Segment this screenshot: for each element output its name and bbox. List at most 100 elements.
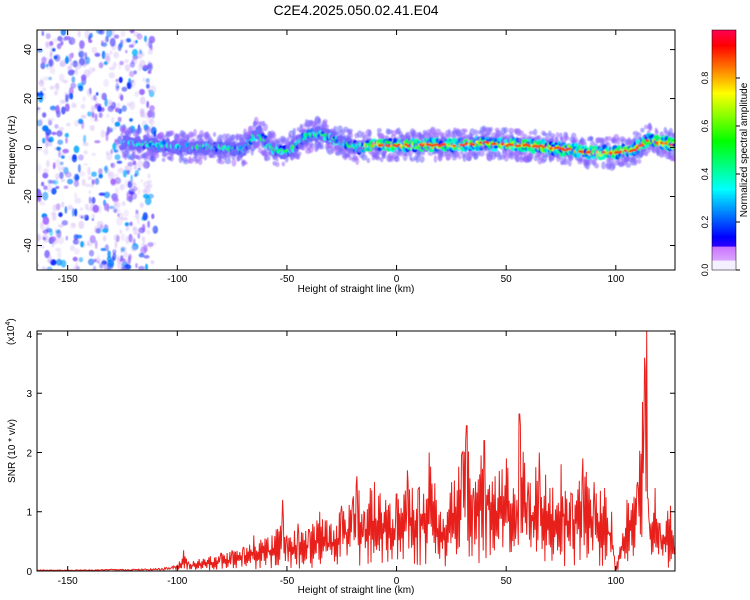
- heatmap-noise-cell: [70, 266, 78, 270]
- heatmap-noise-cell: [129, 118, 133, 122]
- heatmap-peak-cell: [628, 149, 632, 153]
- heatmap-ridge-cell: [671, 143, 675, 147]
- heatmap-ridge-cell: [644, 144, 650, 148]
- colorbar-tick-label: 0.0: [700, 264, 710, 277]
- colorbar-cell: [712, 40, 736, 43]
- heatmap-noise-cell: [42, 137, 46, 144]
- colorbar-cell: [712, 98, 736, 101]
- heatmap-noise-cell: [66, 122, 71, 127]
- colorbar-cell: [712, 114, 736, 117]
- colorbar-cell: [712, 74, 736, 77]
- heatmap-noise-cell: [106, 30, 113, 38]
- heatmap-noise-cell: [92, 67, 96, 72]
- heatmap-noise-cell: [120, 255, 124, 261]
- heatmap-noise-cell: [67, 204, 73, 211]
- heatmap-noise-cell: [57, 250, 62, 260]
- heatmap-noise-cell: [146, 100, 150, 109]
- colorbar-frame: [711, 29, 737, 271]
- heatmap-noise-cell: [117, 262, 123, 270]
- heatmap-halo-cell: [567, 159, 572, 167]
- heatmap-ridge-cell: [257, 130, 263, 135]
- heatmap-noise-cell: [49, 50, 53, 58]
- heatmap-noise-cell: [122, 38, 128, 44]
- heatmap-noise-cell: [83, 163, 89, 166]
- heatmap-halo-cell: [275, 161, 280, 168]
- colorbar-cell: [712, 60, 736, 63]
- heatmap-peak-cell: [479, 141, 483, 144]
- heatmap-noise-cell: [81, 74, 87, 81]
- colorbar-tick-label: 0.2: [700, 216, 710, 229]
- heatmap-noise-cell: [130, 245, 137, 252]
- heatmap-halo-cell: [528, 130, 535, 135]
- colorbar-cell: [712, 266, 736, 269]
- heatmap-noise-cell: [128, 80, 134, 83]
- heatmap-noise-cell: [150, 260, 155, 265]
- heatmap-peak-cell: [435, 143, 439, 146]
- heatmap-halo-cell: [153, 152, 160, 159]
- heatmap-halo-cell: [562, 158, 569, 166]
- heatmap-noise-cell: [104, 97, 108, 107]
- colorbar-cell: [712, 90, 736, 93]
- heatmap-peak-cell: [380, 143, 384, 147]
- heatmap-halo-cell: [322, 119, 328, 125]
- heatmap-halo-cell: [398, 131, 404, 139]
- heatmap-peak-cell: [580, 150, 584, 154]
- heatmap-ridge-cell: [257, 126, 262, 132]
- heatmap-noise-cell: [62, 79, 68, 84]
- heatmap-noise-cell: [109, 128, 113, 133]
- heatmap-ridge-cell: [660, 146, 665, 151]
- heatmap-noise-cell: [65, 235, 69, 241]
- colorbar-tick-label: 0.8: [700, 72, 710, 85]
- snr-panel: -150 -100 -50 0 50 100 0 1 2 3 4 Height of straig…: [5, 318, 676, 596]
- heatmap-noise-cell: [87, 166, 91, 176]
- colorbar-cell: [712, 180, 736, 183]
- bottom-y-ticks: 0 1 2 3 4: [26, 330, 675, 578]
- heatmap-ridge-cell: [199, 140, 203, 146]
- heatmap-noise-cell: [138, 252, 145, 258]
- heatmap-noise-cell: [87, 258, 95, 266]
- colorbar-cell: [712, 182, 736, 185]
- heatmap-halo-cell: [193, 128, 197, 137]
- colorbar-cell: [712, 122, 736, 125]
- heatmap-noise-cell: [75, 258, 78, 267]
- heatmap-noise-cell: [93, 118, 99, 123]
- heatmap-noise-cell: [107, 250, 111, 258]
- heatmap-noise-cell: [70, 245, 76, 252]
- heatmap-noise-cell: [59, 99, 67, 104]
- heatmap-ridge-cell: [517, 138, 522, 142]
- heatmap-noise-cell: [96, 254, 100, 262]
- heatmap-halo-cell: [529, 153, 533, 161]
- colorbar-cell: [712, 224, 736, 227]
- heatmap-ridge-cell: [290, 139, 295, 145]
- heatmap-halo-cell: [231, 159, 237, 167]
- heatmap-noise-cell: [102, 39, 108, 48]
- heatmap-peak-cell: [459, 143, 464, 147]
- heatmap-halo-cell: [489, 126, 493, 132]
- heatmap-halo-cell: [478, 149, 485, 157]
- heatmap-halo-cell: [469, 128, 476, 137]
- heatmap-noise-cell: [101, 40, 104, 47]
- heatmap-peak-cell: [568, 147, 572, 151]
- heatmap-noise-cell: [78, 118, 84, 125]
- heatmap-ridge-cell: [617, 145, 622, 149]
- colorbar-cell: [712, 230, 736, 233]
- colorbar-cell: [712, 138, 736, 141]
- colorbar-cell: [712, 72, 736, 75]
- heatmap-peak-cell: [387, 144, 391, 148]
- snr-series-line: [37, 331, 675, 571]
- heatmap-noise-cell: [125, 49, 128, 54]
- heatmap-noise-cell: [106, 152, 113, 161]
- colorbar-cell: [712, 58, 736, 61]
- heatmap-noise-cell: [79, 171, 86, 177]
- heatmap-noise-cell: [52, 179, 59, 185]
- bottom-x-tick-label: -100: [167, 576, 187, 587]
- heatmap-noise-cell: [89, 125, 95, 131]
- heatmap-peak-cell: [522, 144, 526, 147]
- colorbar-cell: [712, 264, 736, 267]
- colorbar-cell: [712, 212, 736, 215]
- heatmap-noise-cell: [110, 149, 113, 155]
- heatmap-noise-cell: [125, 224, 130, 232]
- heatmap-peak-cell: [537, 145, 541, 148]
- bottom-y-tick-label: 3: [26, 389, 32, 400]
- heatmap-noise-cell: [41, 56, 47, 64]
